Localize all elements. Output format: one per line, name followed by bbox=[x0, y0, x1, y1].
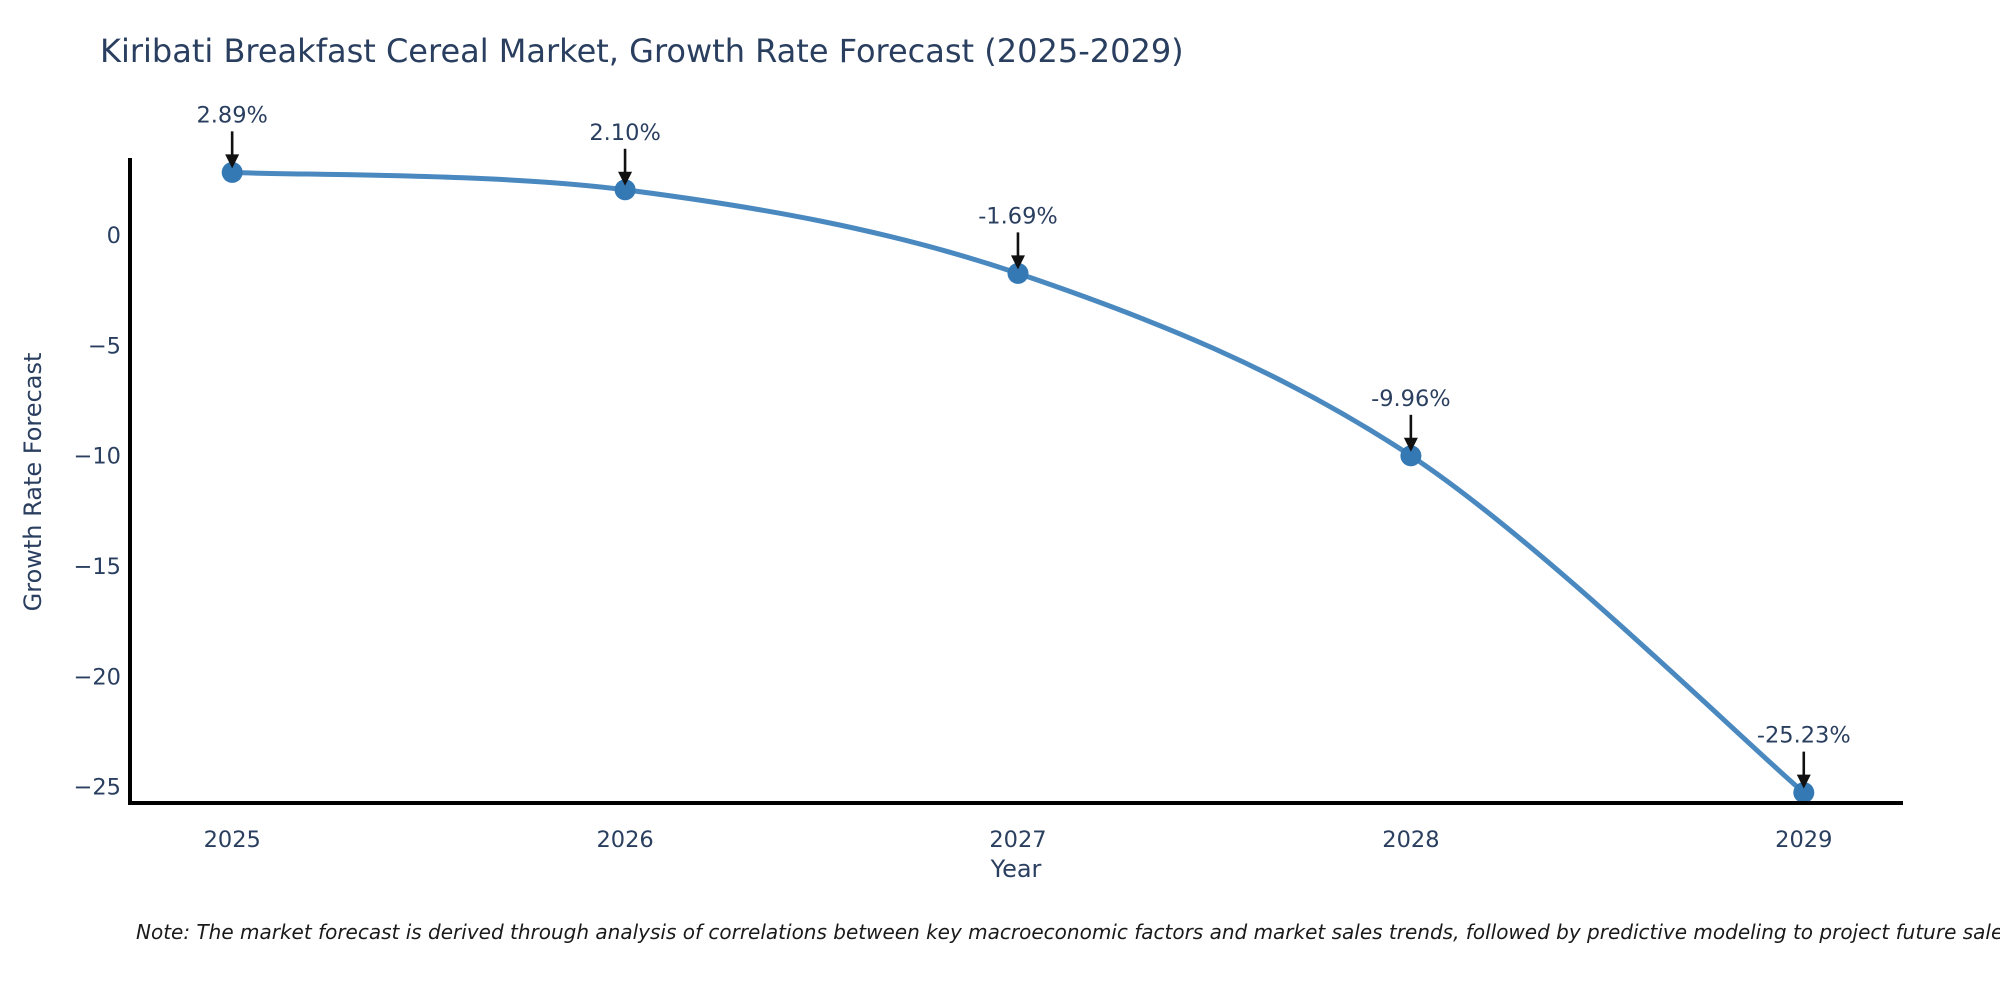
y-axis-title: Growth Rate Forecast bbox=[19, 352, 47, 612]
chart-note: Note: The market forecast is derived thr… bbox=[136, 920, 2000, 944]
annotation-arrowhead bbox=[1010, 255, 1025, 270]
point-value-label: -9.96% bbox=[1371, 386, 1451, 412]
x-axis-title: Year bbox=[990, 855, 1042, 883]
data-point-2025 bbox=[221, 161, 243, 183]
chart-title: Kiribati Breakfast Cereal Market, Growth… bbox=[100, 32, 1184, 70]
data-point-2026 bbox=[614, 179, 636, 201]
data-point-2029 bbox=[1793, 782, 1815, 804]
y-tick-label: −15 bbox=[74, 554, 121, 580]
annotation-arrowhead bbox=[225, 154, 240, 169]
annotation-arrowhead bbox=[1403, 437, 1418, 452]
point-value-label: -25.23% bbox=[1757, 723, 1851, 749]
annotation-arrowhead bbox=[618, 171, 633, 186]
y-tick-label: 0 bbox=[107, 223, 121, 249]
x-tick-label: 2029 bbox=[1775, 827, 1832, 853]
data-point-2028 bbox=[1400, 445, 1422, 467]
x-tick-label: 2027 bbox=[989, 827, 1046, 853]
y-tick-label: −5 bbox=[88, 333, 121, 359]
annotation-arrowhead bbox=[1796, 774, 1811, 789]
y-tick-label: −20 bbox=[74, 664, 121, 690]
point-value-label: 2.89% bbox=[196, 102, 267, 128]
x-tick-label: 2025 bbox=[204, 827, 261, 853]
y-tick-label: −25 bbox=[74, 775, 121, 801]
x-tick-label: 2028 bbox=[1382, 827, 1439, 853]
data-point-2027 bbox=[1007, 262, 1029, 284]
y-tick-label: −10 bbox=[74, 444, 121, 470]
point-value-label: 2.10% bbox=[589, 120, 660, 146]
x-tick-label: 2026 bbox=[596, 827, 653, 853]
point-value-label: -1.69% bbox=[978, 203, 1058, 229]
